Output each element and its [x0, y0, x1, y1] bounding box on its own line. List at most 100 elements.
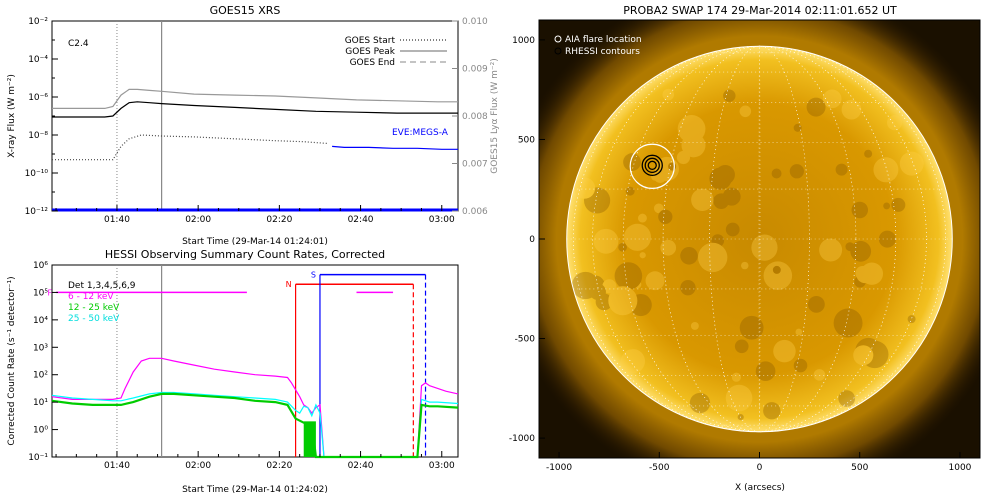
swap-texture-blob	[860, 262, 884, 285]
swap-xlabel: X (arcsecs)	[735, 483, 785, 493]
swap-legend-rhessi: RHESSI contours	[565, 47, 640, 57]
swap-texture-blob	[873, 157, 899, 183]
swap-texture-blob	[899, 151, 924, 176]
hessi-xtick-label: 02:00	[185, 461, 211, 471]
swap-texture-blob	[861, 340, 889, 369]
swap-texture-blob	[583, 187, 611, 214]
swap-texture-blob	[638, 213, 647, 223]
swap-texture-blob	[629, 293, 652, 317]
hessi-xtick-label: 02:40	[348, 461, 374, 471]
swap-ytick-label: 500	[518, 135, 535, 145]
swap-texture-blob	[813, 369, 826, 381]
swap-texture-blob	[690, 322, 699, 330]
hessi-title: HESSI Observing Summary Count Rates, Cor…	[105, 248, 385, 261]
swap-texture-blob	[677, 115, 706, 143]
hessi-ytick-label: 10²	[33, 371, 48, 381]
goes-legend-peak-label: GOES Peak	[345, 47, 395, 57]
swap-texture-blob	[623, 153, 641, 171]
hessi-legend: Det 1,3,4,5,6,9 6 - 12 keV 12 - 25 keV 2…	[68, 281, 136, 324]
hessi-panel: HESSI Observing Summary Count Rates, Cor…	[7, 248, 459, 495]
hessi-ytick-label: 10⁶	[33, 261, 48, 271]
swap-texture-blob	[593, 228, 619, 254]
swap-texture-blob	[845, 242, 855, 252]
goes-series-3	[332, 145, 458, 150]
swap-texture-blob	[571, 271, 600, 300]
swap-texture-blob	[763, 402, 781, 420]
swap-texture-blob	[602, 279, 617, 294]
swap-texture-blob	[891, 197, 906, 212]
swap-texture-blob	[789, 164, 804, 179]
goes-series-2	[52, 134, 329, 161]
swap-texture-blob	[608, 286, 638, 316]
swap-texture-blob	[658, 209, 673, 224]
hessi-flag-S-label: S	[311, 271, 316, 280]
swap-ytick-label: -1000	[509, 434, 535, 444]
swap-texture-blob	[739, 315, 764, 340]
hessi-ytick-label: 10⁻¹	[28, 453, 48, 463]
rhessi-contour-2	[641, 154, 663, 177]
swap-texture-blob	[662, 88, 675, 101]
swap-ytick-label: 1000	[512, 36, 535, 46]
swap-texture-blob	[806, 97, 826, 117]
goes-legend: GOES Start GOES Peak GOES End	[345, 36, 447, 68]
swap-texture-blob	[793, 358, 808, 373]
hessi-ytick-label: 10⁵	[33, 288, 48, 298]
swap-texture-blob	[771, 168, 782, 179]
swap-texture-blob	[660, 239, 677, 256]
hessi-xlabel: Start Time (29-Mar-14 01:24:02)	[182, 485, 328, 495]
goes-ytick-right-label: 0.009	[462, 65, 488, 75]
goes-ytick-right-label: 0.006	[462, 207, 488, 217]
goes-xtick-label: 03:00	[429, 215, 455, 225]
hessi-legend-25-50: 25 - 50 keV	[68, 314, 120, 324]
swap-texture-blob	[755, 361, 776, 382]
aia-flare-circle	[629, 143, 675, 189]
goes-xtick-label: 02:00	[185, 215, 211, 225]
goes-xtick-label: 01:40	[104, 215, 130, 225]
goes-ytick-label: 10⁻⁶	[28, 93, 48, 103]
swap-texture-blob	[833, 308, 863, 338]
hessi-flag-N-label: N	[286, 280, 292, 289]
swap-texture-blob	[855, 266, 870, 281]
swap-xtick-label: -500	[649, 463, 670, 473]
swap-texture-blob	[680, 247, 698, 265]
swap-texture-blob	[639, 252, 646, 259]
swap-texture-blob	[854, 276, 866, 288]
swap-texture-blob	[676, 150, 691, 165]
hessi-flag-F-label: F	[47, 288, 52, 297]
swap-texture-blob	[645, 271, 665, 291]
swap-texture-blob	[623, 223, 652, 251]
swap-texture-blob	[722, 187, 741, 206]
swap-texture-blob	[851, 201, 869, 219]
goes-legend-end-label: GOES End	[350, 58, 395, 68]
swap-texture-blob	[772, 265, 781, 274]
swap-panel: PROBA2 SWAP 174 29-Mar-2014 02:11:01.652…	[509, 4, 981, 493]
swap-texture-blob	[723, 89, 736, 102]
goes-ytick-label: 10⁻²	[28, 17, 48, 27]
goes-xtick-label: 02:20	[266, 215, 292, 225]
hessi-legend-12-25: 12 - 25 keV	[68, 303, 120, 313]
hessi-plot-frame	[51, 264, 459, 458]
swap-legend: AIA flare location RHESSI contours	[554, 35, 642, 57]
swap-disk-texture	[571, 88, 924, 421]
swap-texture-blob	[614, 262, 643, 290]
swap-texture-blob	[822, 89, 842, 109]
swap-texture-blob	[856, 265, 874, 284]
goes-panel: GOES15 XRS 10⁻² 10⁻⁴ 10⁻⁶ 10⁻⁸ 10⁻¹⁰ 10⁻¹² 0.…	[7, 4, 500, 247]
rhessi-contours	[641, 154, 663, 177]
rhessi-contour-0	[647, 160, 657, 170]
swap-legend-aia: AIA flare location	[565, 35, 642, 45]
hessi-legend-6-12: 6 - 12 keV	[68, 292, 114, 302]
swap-title: PROBA2 SWAP 174 29-Mar-2014 02:11:01.652…	[623, 4, 897, 17]
swap-texture-blob	[698, 242, 728, 273]
swap-texture-blob	[625, 186, 635, 196]
swap-texture-blob	[573, 177, 596, 199]
swap-texture-blob	[595, 293, 613, 311]
swap-texture-blob	[838, 390, 856, 407]
hessi-ytick-label: 10⁰	[33, 426, 48, 436]
goes-series-1	[52, 101, 458, 118]
swap-xtick-label: 0	[757, 463, 763, 473]
swap-texture-blob	[751, 234, 778, 261]
hessi-plot-area: F N S 10⁶ 10⁵ 10⁴ 10³ 10² 10¹ 10⁰ 10⁻¹ 01:40 02:00…	[28, 261, 459, 471]
goes-eve-label: EVE:MEGS-A	[392, 128, 449, 138]
swap-xtick-label: 1000	[949, 463, 972, 473]
